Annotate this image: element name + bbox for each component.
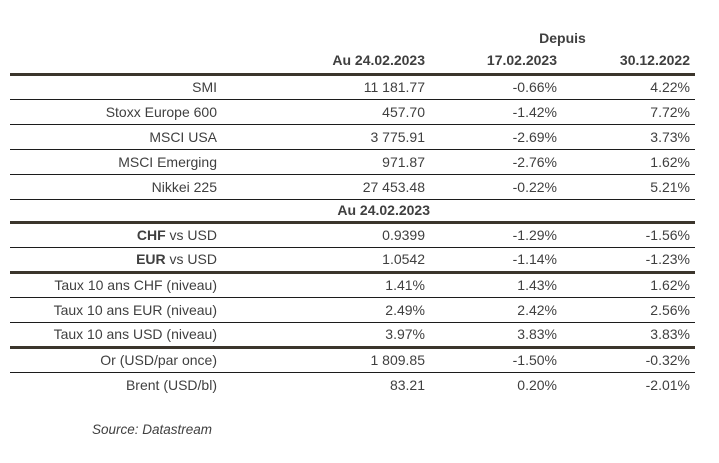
table-row-rate-chf: Taux 10 ans CHF (niveau) 1.41% 1.43% 1.6… (10, 272, 695, 298)
rate-label: Taux 10 ans EUR (niveau) (10, 297, 222, 323)
column-header-au: Au 24.02.2023 (222, 47, 430, 76)
index-label: MSCI USA (10, 124, 222, 150)
commodity-change-ytd: -2.01% (645, 376, 690, 393)
commodity-change-week: 0.20% (517, 376, 557, 393)
index-change-ytd: 3.73% (562, 124, 695, 150)
source-note: Source: Datastream (92, 422, 213, 437)
table-row-eur-usd: EUR vs USD 1.0542 -1.14% -1.23% (10, 247, 695, 274)
commodity-label: Or (USD/par once) (10, 347, 222, 373)
table-row-stoxx: Stoxx Europe 600 457.70 -1.42% 7.72% (10, 99, 695, 125)
fx-label-rest: vs USD (165, 251, 217, 267)
commodity-price: 1 809.85 (222, 347, 430, 373)
table-row-nikkei: Nikkei 225 27 453.48 -0.22% 5.21% (10, 174, 695, 200)
depuis-header-row: Depuis (10, 28, 695, 47)
column-header-row: Au 24.02.2023 17.02.2023 30.12.2022 (10, 47, 695, 76)
rate-label: Taux 10 ans USD (niveau) (10, 322, 222, 349)
rate-level: 1.41% (222, 272, 430, 298)
empty-cell (10, 28, 430, 47)
index-value: 27 453.48 (222, 174, 430, 200)
rate-prev-year: 2.56% (562, 297, 695, 323)
table-row-rate-usd: Taux 10 ans USD (niveau) 3.97% 3.83% 3.8… (10, 322, 695, 349)
index-change-week: -2.76% (430, 149, 562, 175)
empty-cell (430, 199, 562, 224)
rate-prev-week: 2.42% (430, 297, 562, 323)
section-header-row: Au 24.02.2023 (10, 199, 695, 224)
depuis-header-label: Depuis (539, 29, 586, 46)
index-change-week: -0.66% (430, 74, 562, 100)
rate-prev-year: 3.83% (562, 322, 695, 349)
table-row-msci-usa: MSCI USA 3 775.91 -2.69% 3.73% (10, 124, 695, 150)
market-data-table: Depuis Au 24.02.2023 17.02.2023 30.12.20… (10, 28, 695, 397)
index-change-ytd: 4.22% (562, 74, 695, 100)
rate-prev-week: 1.43% (430, 272, 562, 298)
fx-change-week: -1.29% (430, 222, 562, 248)
index-value: 3 775.91 (222, 124, 430, 150)
fx-change-week: -1.14% (430, 247, 562, 274)
index-label: SMI (10, 74, 222, 100)
index-label: Nikkei 225 (10, 174, 222, 200)
index-change-week: -2.69% (430, 124, 562, 150)
index-value: 971.87 (222, 149, 430, 175)
column-header-since-week: 17.02.2023 (430, 47, 562, 76)
table-row-brent: Brent (USD/bl) 83.21 0.20% -2.01% (10, 372, 695, 397)
commodity-change-ytd: -0.32% (562, 347, 695, 373)
index-change-ytd: 7.72% (562, 99, 695, 125)
table-row-gold: Or (USD/par once) 1 809.85 -1.50% -0.32% (10, 347, 695, 373)
fx-rate: 1.0542 (222, 247, 430, 274)
column-header-since-year: 30.12.2022 (562, 47, 695, 76)
rate-level: 2.49% (222, 297, 430, 323)
fx-currency: EUR (136, 251, 166, 267)
empty-cell (562, 199, 695, 224)
index-label: MSCI Emerging (10, 149, 222, 175)
table-row-rate-eur: Taux 10 ans EUR (niveau) 2.49% 2.42% 2.5… (10, 297, 695, 323)
fx-label: CHF vs USD (10, 222, 222, 248)
rate-prev-year: 1.62% (562, 272, 695, 298)
fx-change-ytd: -1.56% (562, 222, 695, 248)
fx-change-ytd: -1.23% (562, 247, 695, 274)
fx-label: EUR vs USD (10, 247, 222, 274)
index-change-ytd: 1.62% (562, 149, 695, 175)
index-value: 457.70 (222, 99, 430, 125)
index-change-ytd: 5.21% (562, 174, 695, 200)
index-change-week: -1.42% (430, 99, 562, 125)
index-change-week: -0.22% (430, 174, 562, 200)
table-row-chf-usd: CHF vs USD 0.9399 -1.29% -1.56% (10, 222, 695, 248)
section-header-au: Au 24.02.2023 (10, 199, 430, 224)
index-value: 11 181.77 (222, 74, 430, 100)
commodity-change-week: -1.50% (430, 347, 562, 373)
table-row-msci-emerging: MSCI Emerging 971.87 -2.76% 1.62% (10, 149, 695, 175)
commodity-label: Brent (USD/bl) (125, 376, 217, 393)
fx-currency: CHF (136, 227, 166, 243)
table-row-smi: SMI 11 181.77 -0.66% 4.22% (10, 74, 695, 100)
index-label: Stoxx Europe 600 (10, 99, 222, 125)
empty-cell (10, 47, 222, 76)
fx-label-rest: vs USD (165, 227, 217, 243)
commodity-price: 83.21 (389, 376, 425, 393)
rate-level: 3.97% (222, 322, 430, 349)
rate-prev-week: 3.83% (430, 322, 562, 349)
fx-rate: 0.9399 (222, 222, 430, 248)
rate-label: Taux 10 ans CHF (niveau) (10, 272, 222, 298)
